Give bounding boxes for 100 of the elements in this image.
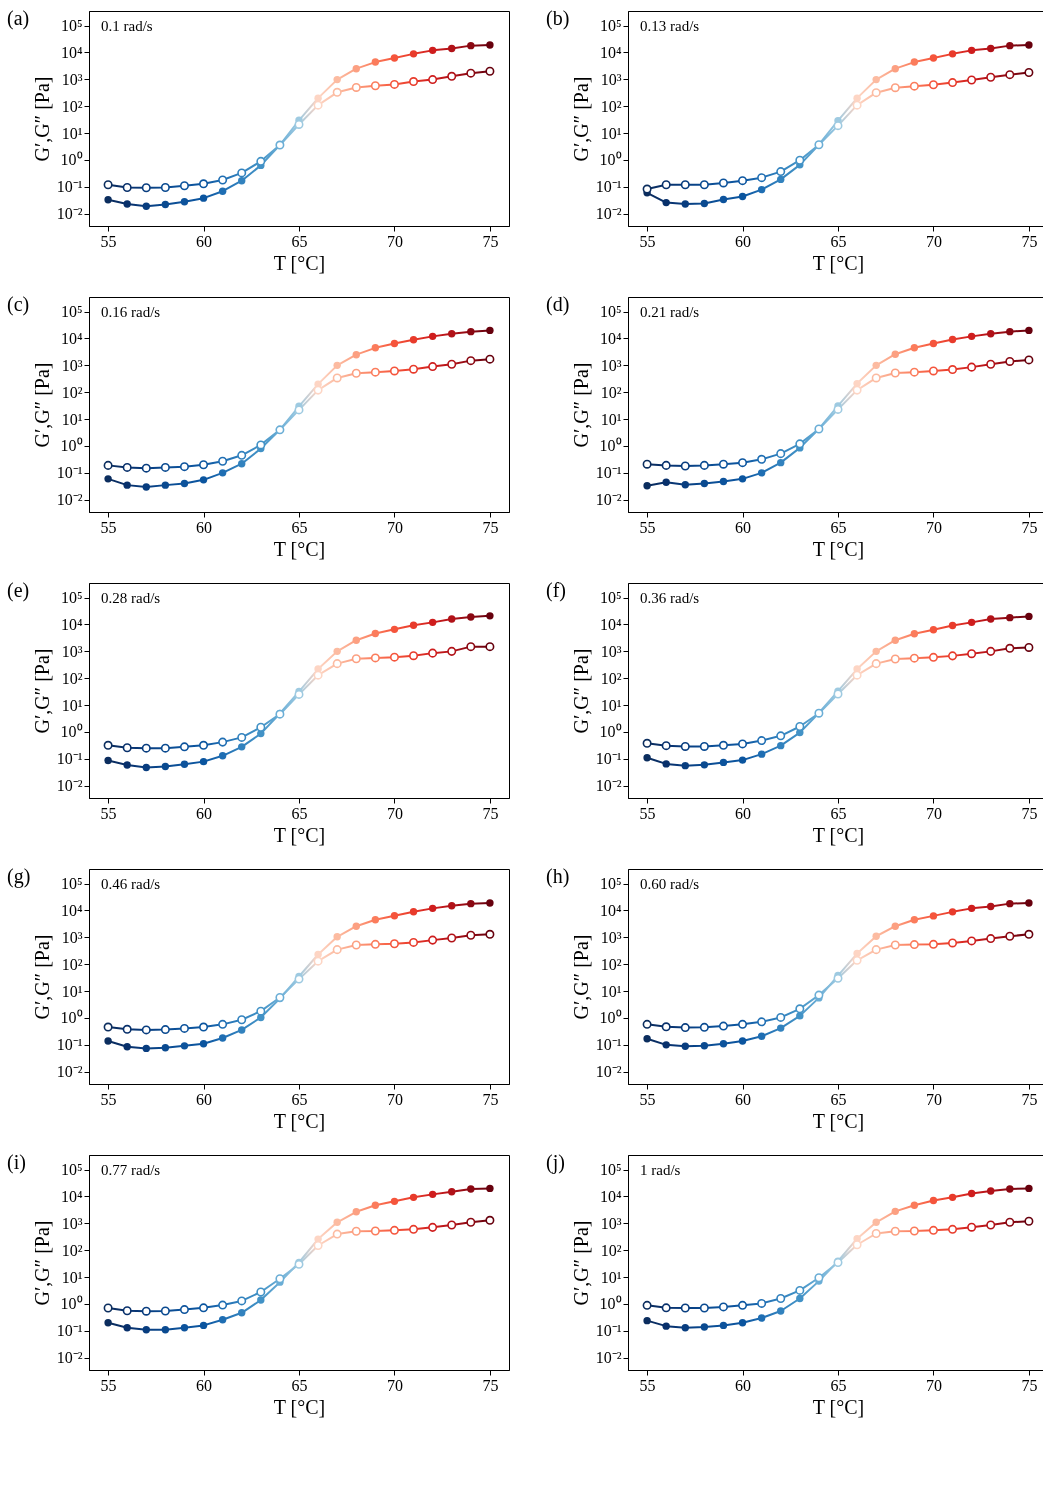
point [333,361,341,370]
point [160,182,170,192]
point [1005,643,1015,653]
point [1024,642,1034,652]
point [389,652,399,662]
point [871,1229,881,1238]
point [370,939,380,949]
point [967,936,977,946]
x-axis-title: T [°C] [812,537,865,560]
point [757,185,766,194]
point [738,1300,748,1310]
point [256,722,266,732]
point [218,187,227,195]
point [891,636,899,644]
point [103,1303,113,1313]
y-tick-label: 10¹ [600,410,622,428]
point [967,1189,976,1198]
point [852,955,862,965]
point [141,463,151,473]
point [180,1042,189,1050]
point [199,179,209,189]
point [1025,326,1033,335]
point [351,82,361,92]
point [662,1322,670,1330]
point [1024,68,1034,78]
point [776,449,786,459]
x-tick-label: 55 [639,518,656,536]
x-tick-label: 65 [830,1090,847,1108]
y-tick-label: 10² [61,1241,83,1259]
x-tick-label: 75 [482,232,499,250]
x-tick-label: 60 [196,804,213,822]
point [852,100,862,110]
point [122,1024,132,1034]
point [180,198,189,206]
y-tick-label: 10⁴ [60,902,83,919]
y-tick-label: 10⁴ [599,44,622,61]
point [160,462,170,472]
y-tick-label: 10³ [600,1214,622,1232]
x-tick-label: 55 [639,804,656,822]
y-tick-label: 10³ [61,642,83,660]
x-tick-label: 65 [291,1090,308,1108]
x-tick-label: 60 [735,804,752,822]
point [796,1012,804,1020]
point [123,481,131,489]
point [796,1294,804,1303]
y-tick-label: 10⁴ [60,330,83,347]
y-tick-label: 10⁵ [60,303,83,321]
point [719,1040,728,1048]
point [661,460,671,470]
point [161,1326,170,1334]
point [332,373,342,383]
point [853,94,861,102]
point [332,1229,342,1239]
point [448,615,456,623]
x-tick-label: 75 [482,804,499,822]
y-tick-label: 10⁰ [599,1295,622,1313]
x-tick-label: 70 [925,232,942,250]
point [371,629,380,638]
point [199,460,209,470]
x-tick-label: 75 [482,1376,499,1394]
point [700,1323,709,1331]
annotation: 0.21 rad/s [640,304,700,320]
point [467,327,475,336]
point [371,344,380,352]
point [986,1220,996,1230]
x-tick-label: 75 [482,1090,499,1108]
point [891,350,899,358]
y-tick-label: 10⁻¹ [595,1036,622,1054]
point [928,652,938,662]
y-tick-label: 10⁴ [599,902,622,919]
point [123,1043,131,1051]
point [681,200,689,208]
y-tick-label: 10⁵ [60,875,83,893]
point [987,44,995,53]
point [662,1041,670,1049]
point [987,902,995,911]
point [967,649,977,659]
y-tick-label: 10⁻¹ [56,464,83,482]
y-tick-label: 10¹ [61,1268,83,1286]
point [161,762,170,771]
y-tick-label: 10² [61,669,83,687]
point [141,1306,151,1316]
x-tick-label: 70 [386,518,403,536]
point [218,752,227,760]
y-tick-label: 10⁰ [60,1295,83,1313]
y-tick-label: 10⁻² [595,491,622,509]
point [986,72,996,82]
point [218,456,228,466]
point [891,1207,899,1216]
point [142,202,150,210]
x-tick-label: 60 [735,518,752,536]
point [642,1300,652,1310]
y-axis-title: G′,G″ [Pa] [569,362,592,448]
point [891,922,899,930]
point [795,155,805,165]
point [719,1321,728,1330]
point [466,356,476,366]
chart-title: (i) [7,1151,26,1174]
point [142,483,150,491]
point [485,66,495,76]
